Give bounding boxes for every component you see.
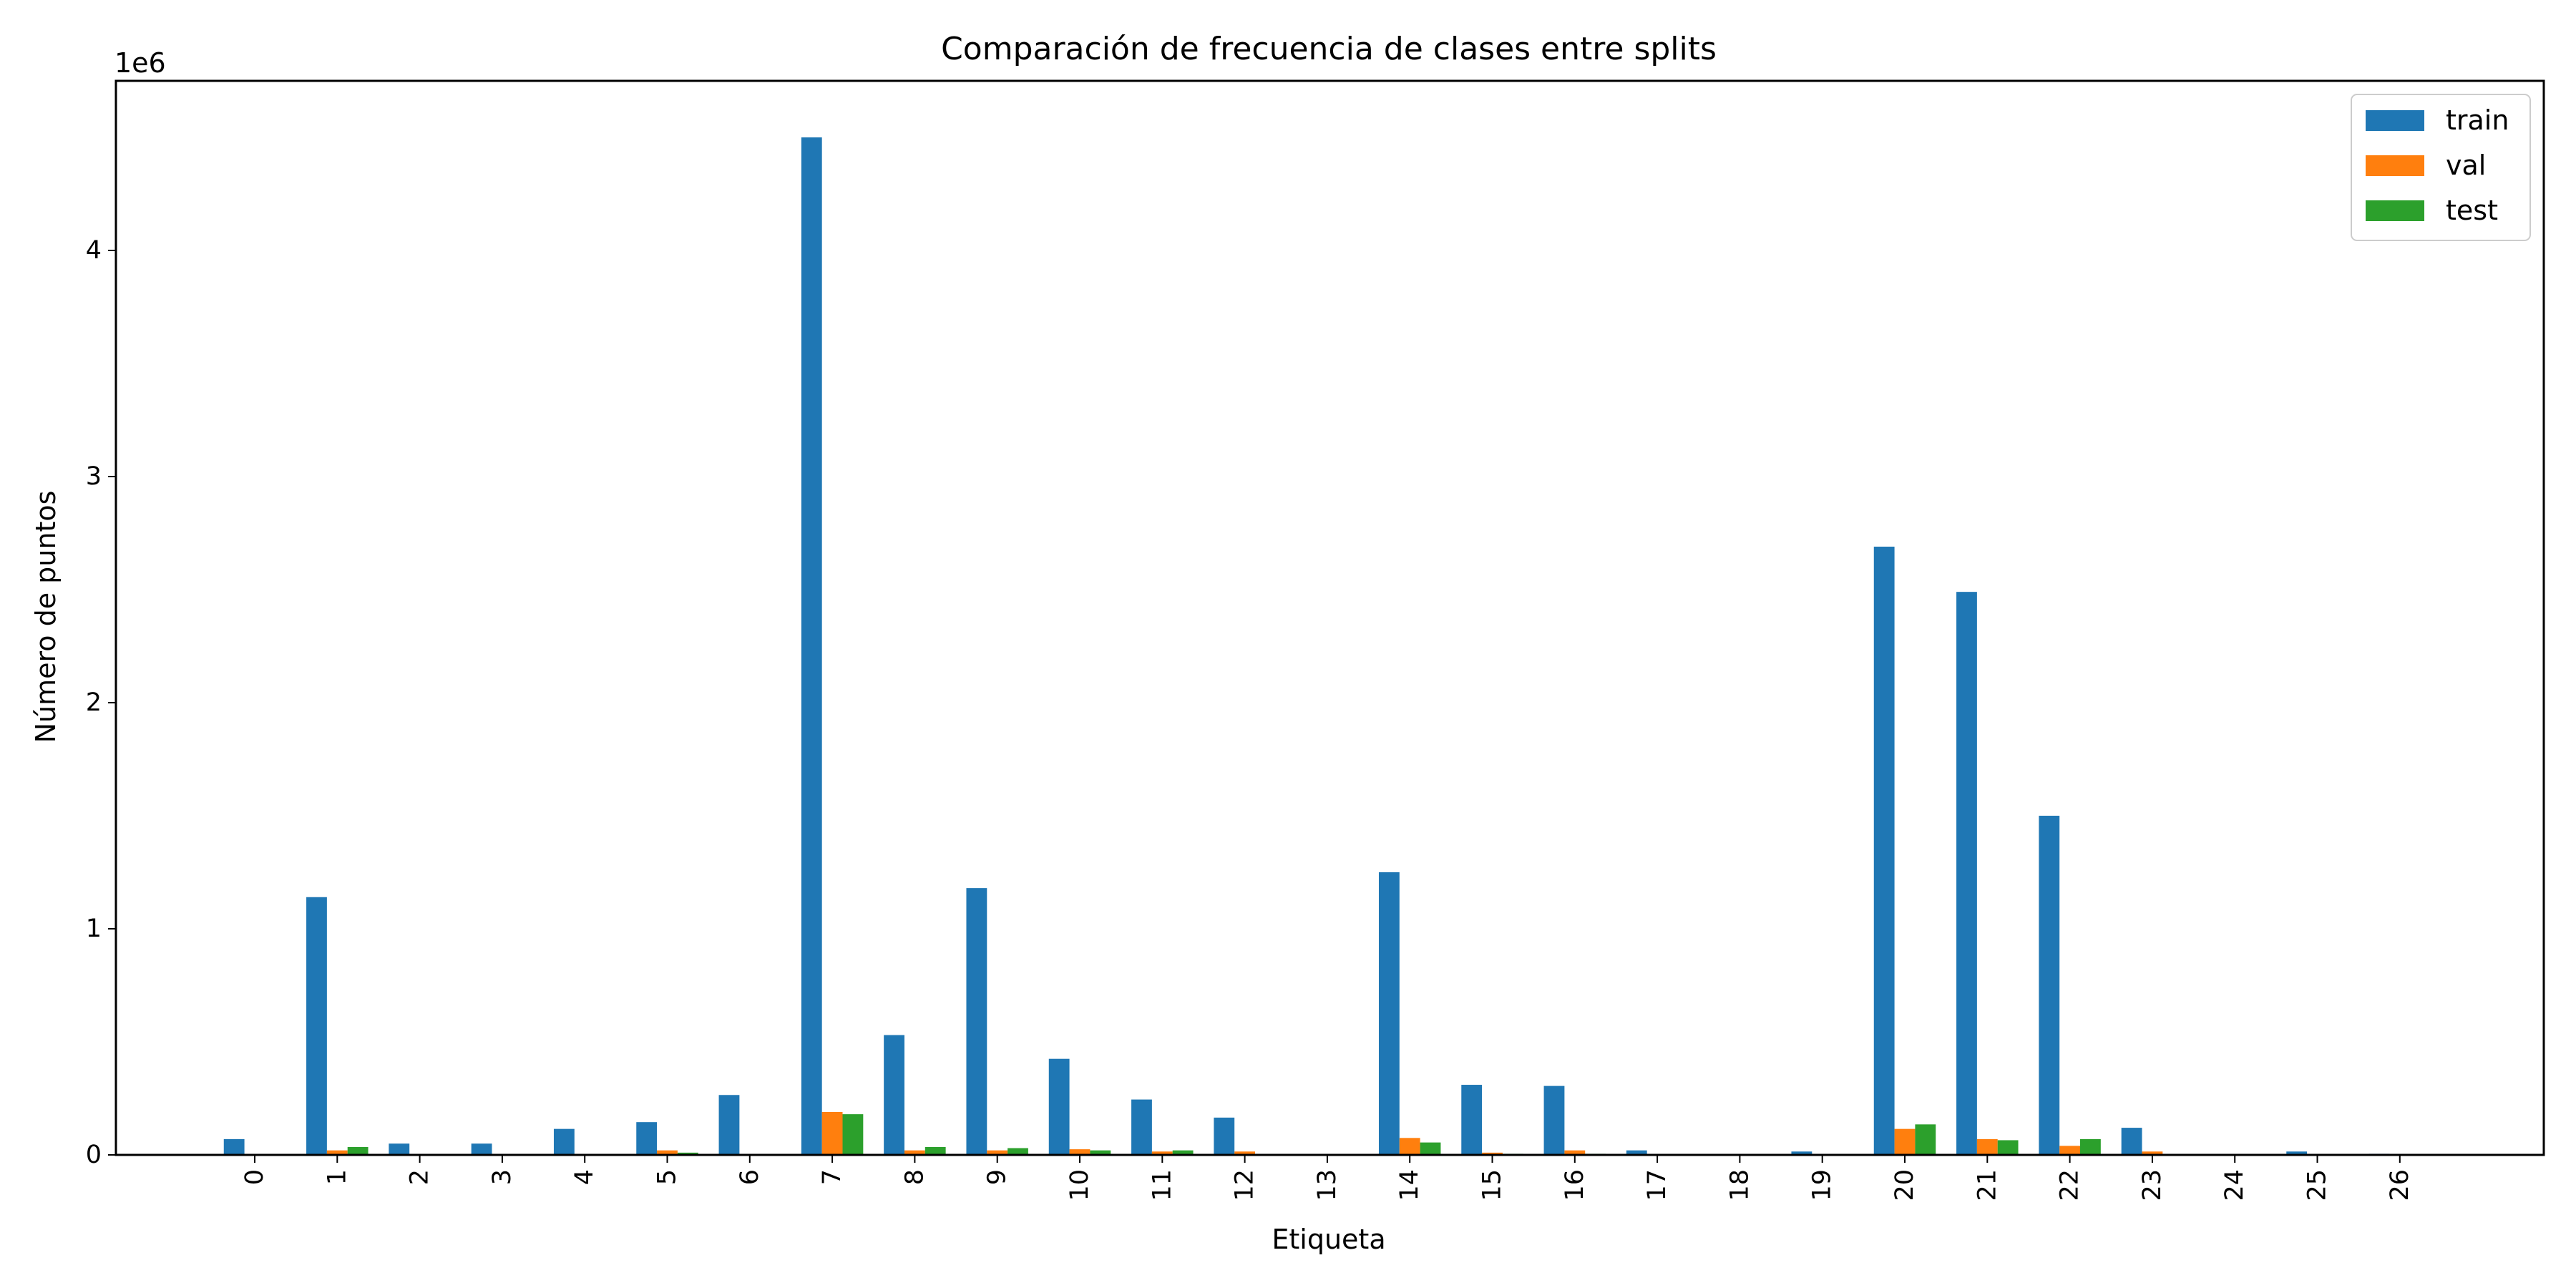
chart-title: Comparación de frecuencia de clases entr… (941, 31, 1717, 67)
bar-train-25 (2286, 1151, 2308, 1155)
x-tick-label: 4 (570, 1169, 599, 1185)
x-tick-label: 1 (323, 1169, 351, 1185)
x-tick-label: 0 (240, 1169, 269, 1185)
bar-train-14 (1378, 872, 1400, 1155)
bar-val-22 (2059, 1146, 2081, 1155)
x-tick-label: 12 (1231, 1169, 1259, 1201)
x-tick-label: 22 (2056, 1169, 2084, 1201)
bar-test-9 (1008, 1148, 1028, 1155)
bar-train-3 (471, 1143, 492, 1155)
bar-val-21 (1976, 1138, 1998, 1155)
bar-train-2 (389, 1143, 410, 1155)
bar-val-1 (326, 1150, 348, 1155)
bar-val-9 (987, 1150, 1008, 1155)
bar-train-7 (801, 137, 822, 1155)
bar-train-6 (718, 1095, 740, 1155)
bar-train-17 (1626, 1150, 1647, 1155)
x-tick-label: 20 (1890, 1169, 1919, 1201)
x-tick-label: 14 (1395, 1169, 1424, 1201)
x-tick-label: 7 (818, 1169, 847, 1185)
y-tick-label: 4 (86, 236, 102, 265)
x-tick-label: 21 (1973, 1169, 2001, 1201)
y-tick-label: 2 (86, 688, 102, 717)
bar-train-19 (1791, 1151, 1813, 1155)
bar-train-12 (1214, 1117, 1235, 1155)
bar-train-23 (2121, 1128, 2142, 1155)
bar-val-16 (1564, 1150, 1586, 1155)
x-tick-label: 2 (406, 1169, 434, 1185)
bar-val-20 (1894, 1128, 1916, 1155)
x-tick-label: 6 (736, 1169, 764, 1185)
bars-group (223, 137, 2390, 1155)
bar-test-11 (1172, 1150, 1194, 1155)
x-tick-label: 3 (488, 1169, 517, 1185)
bar-test-5 (677, 1152, 698, 1155)
y-tick-label: 3 (86, 462, 102, 491)
legend-label-test: test (2446, 195, 2498, 226)
bar-test-10 (1090, 1150, 1111, 1155)
legend-label-val: val (2446, 150, 2486, 181)
x-tick-label: 16 (1561, 1169, 1589, 1201)
y-axis-label: Número de puntos (30, 491, 62, 743)
x-tick-label: 15 (1478, 1169, 1507, 1201)
bar-val-7 (821, 1111, 843, 1155)
plot-frame (114, 79, 2545, 1156)
bar-train-21 (1956, 592, 1977, 1155)
x-tick-label: 8 (900, 1169, 929, 1185)
bar-test-20 (1915, 1124, 1936, 1155)
bar-val-23 (2142, 1151, 2163, 1155)
bar-train-11 (1131, 1099, 1152, 1155)
x-tick-label: 23 (2138, 1169, 2167, 1201)
bar-val-14 (1399, 1138, 1420, 1155)
x-tick-label: 11 (1148, 1169, 1176, 1201)
bar-test-21 (1997, 1140, 2019, 1155)
bar-val-12 (1234, 1151, 1256, 1155)
bar-train-0 (223, 1138, 245, 1155)
y-tick-label: 1 (86, 914, 102, 943)
bar-test-1 (347, 1146, 369, 1155)
bar-test-22 (2080, 1138, 2101, 1155)
x-tick-label: 17 (1643, 1169, 1672, 1201)
bar-val-11 (1151, 1151, 1173, 1155)
legend-swatch-test (2366, 200, 2424, 221)
legend-swatch-val (2366, 155, 2424, 176)
bar-train-15 (1461, 1085, 1483, 1155)
x-axis-label: Etiqueta (1272, 1224, 1385, 1255)
x-tick-label: 26 (2386, 1169, 2414, 1201)
bar-train-5 (636, 1122, 658, 1155)
bar-train-16 (1543, 1085, 1565, 1155)
legend-swatch-train (2366, 110, 2424, 131)
bar-train-10 (1048, 1058, 1070, 1155)
x-tick-label: 19 (1808, 1169, 1837, 1201)
bar-test-14 (1420, 1142, 1441, 1155)
legend-label-train: train (2446, 104, 2509, 136)
bar-train-1 (306, 897, 327, 1155)
bar-val-15 (1482, 1152, 1503, 1155)
y-offset-text: 1e6 (114, 47, 166, 79)
y-tick-label: 0 (86, 1141, 102, 1169)
bar-train-22 (2039, 816, 2060, 1155)
bar-test-7 (842, 1114, 864, 1155)
x-tick-label: 10 (1065, 1169, 1094, 1201)
x-tick-label: 18 (1725, 1169, 1754, 1201)
bar-train-20 (1873, 546, 1895, 1155)
x-tick-label: 24 (2220, 1169, 2249, 1201)
bar-val-8 (904, 1150, 925, 1155)
x-tick-label: 5 (653, 1169, 682, 1185)
bar-val-10 (1069, 1149, 1091, 1155)
x-tick-label: 25 (2303, 1169, 2332, 1201)
bar-val-5 (657, 1150, 678, 1155)
x-tick-label: 9 (983, 1169, 1012, 1185)
x-ticks-group: 0 1 2 3 4 5 6 7 8 9 10 11 12 13 14 15 16 17 18 19 20 21 22 23 24… (240, 1155, 2414, 1201)
x-tick-label: 13 (1313, 1169, 1342, 1201)
y-ticks-group: 0 1 2 3 4 (86, 236, 116, 1169)
bar-train-8 (884, 1035, 904, 1155)
legend: train val test (2351, 94, 2531, 241)
bar-train-4 (553, 1128, 575, 1155)
bar-test-8 (924, 1146, 946, 1155)
bar-train-9 (966, 888, 987, 1155)
